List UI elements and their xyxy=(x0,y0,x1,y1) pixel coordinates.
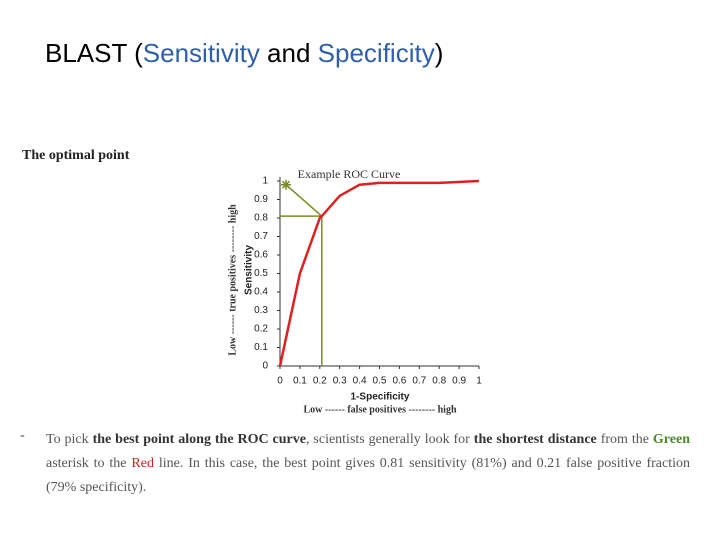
x-tick-label: 0.6 xyxy=(392,376,406,387)
caption-text: the best point along the ROC curve xyxy=(92,432,306,447)
title-part: and xyxy=(259,38,318,68)
x-tick-label: 0.8 xyxy=(432,376,446,387)
y-tick-label: 0.1 xyxy=(254,342,268,353)
x-tick-label: 1 xyxy=(476,376,482,387)
y-tick-label: 0.6 xyxy=(254,250,268,261)
chart-title: Example ROC Curve xyxy=(298,167,401,181)
y-tick-label: 1 xyxy=(262,176,268,187)
title-part: BLAST ( xyxy=(45,38,143,68)
roc-curve xyxy=(278,179,480,367)
chart-heading: The optimal point xyxy=(22,148,130,163)
caption-text: from the xyxy=(596,432,653,447)
x-axis-outer-label: Low ------ false positives -------- high xyxy=(303,404,456,415)
caption-text: asterisk to the xyxy=(46,456,132,471)
bullet: - xyxy=(20,428,25,443)
y-tick-label: 0.5 xyxy=(254,268,268,279)
title-part: Specificity xyxy=(317,38,435,68)
y-tick-label: 0 xyxy=(262,361,268,372)
caption-text: Green xyxy=(652,432,690,447)
x-tick-label: 0.4 xyxy=(353,376,367,387)
caption: To pick the best point along the ROC cur… xyxy=(46,428,690,500)
x-tick-label: 0.5 xyxy=(373,376,387,387)
caption-text: the shortest distance xyxy=(473,432,597,447)
caption-text: Red xyxy=(131,456,154,471)
y-tick-label: 0.2 xyxy=(254,324,268,335)
caption-text: line. In this case, the best point gives… xyxy=(46,456,690,495)
y-tick-label: 0.9 xyxy=(254,194,268,205)
y-tick-label: 0.8 xyxy=(254,213,268,224)
y-tick-label: 0.4 xyxy=(254,287,268,298)
x-axis-label: 1-Specificity xyxy=(351,392,410,403)
x-tick-label: 0.9 xyxy=(452,376,466,387)
x-tick-label: 0 xyxy=(277,376,283,387)
title-part: Sensitivity xyxy=(142,38,260,68)
distance-line xyxy=(285,184,323,217)
y-axis-outer-label: Low ------ true positives -------- high xyxy=(227,204,238,356)
caption-text: , scientists generally look for xyxy=(305,432,474,447)
caption-text: To pick xyxy=(46,432,93,447)
x-tick-label: 0.2 xyxy=(313,376,327,387)
y-tick-label: 0.7 xyxy=(254,231,268,242)
y-axis-label: Sensitivity xyxy=(244,245,255,295)
x-tick-label: 0.3 xyxy=(333,376,347,387)
title-part: ) xyxy=(434,38,444,68)
slide-title: BLAST (Sensitivity and Specificity) xyxy=(45,38,443,69)
x-tick-label: 0.1 xyxy=(293,376,307,387)
x-tick-label: 0.7 xyxy=(412,376,426,387)
asterisk xyxy=(280,179,291,190)
y-tick-label: 0.3 xyxy=(254,305,268,316)
